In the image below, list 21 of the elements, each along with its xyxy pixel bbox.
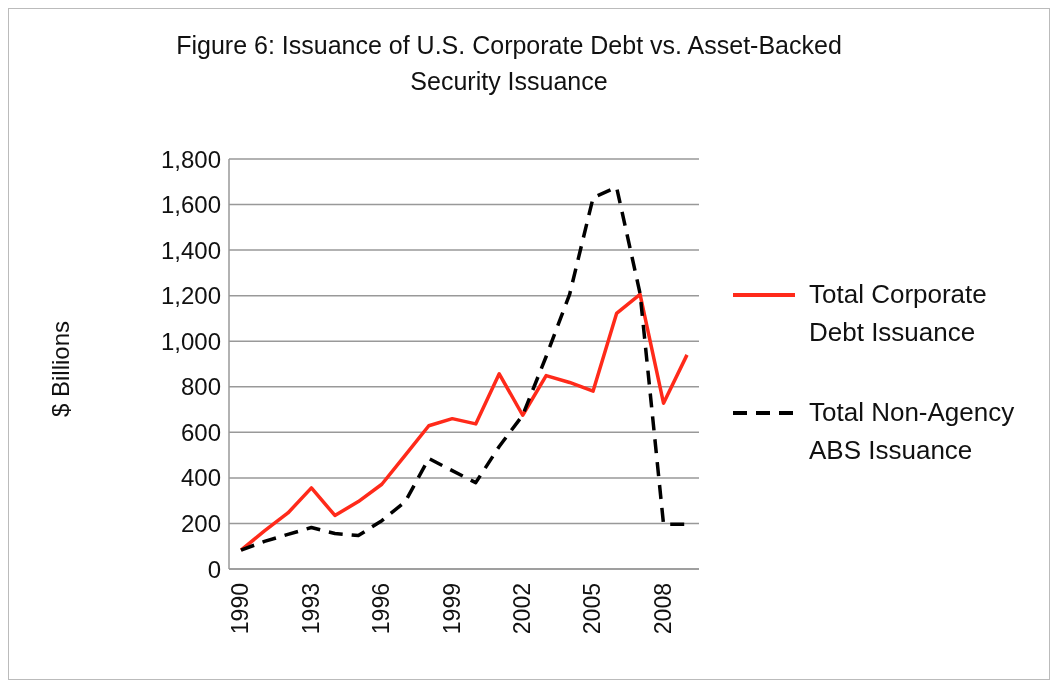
y-tick-label: 0: [207, 555, 221, 583]
y-tick-label: 1,800: [160, 145, 221, 173]
x-tick-label: 2002: [509, 583, 536, 635]
x-tick-label: 1990: [227, 583, 254, 635]
x-tick-label: 2005: [579, 583, 606, 635]
y-tick-label: 1,200: [160, 282, 221, 310]
legend-label: Total Corporate Debt Issuance: [809, 278, 988, 349]
y-tick-label: 400: [180, 464, 221, 492]
x-tick-label: 1999: [438, 583, 465, 635]
y-tick-label: 1,600: [160, 191, 221, 219]
y-tick-label: 800: [180, 373, 221, 401]
legend-label: Total Non-Agency ABS Issuance: [809, 396, 1016, 467]
x-tick-label: 1993: [297, 583, 324, 635]
y-tick-label: 600: [180, 418, 221, 446]
x-tick-label: 1996: [368, 583, 395, 635]
y-tick-label: 200: [180, 509, 221, 537]
y-tick-label: 1,400: [160, 236, 221, 264]
y-axis-title: $ Billions: [47, 320, 75, 418]
chart-title: Figure 6: Issuance of U.S. Corporate Debt vs. Asset-Backed Security Issuance: [175, 30, 843, 97]
x-tick-label: 2008: [649, 583, 676, 635]
y-tick-label: 1,000: [160, 327, 221, 355]
